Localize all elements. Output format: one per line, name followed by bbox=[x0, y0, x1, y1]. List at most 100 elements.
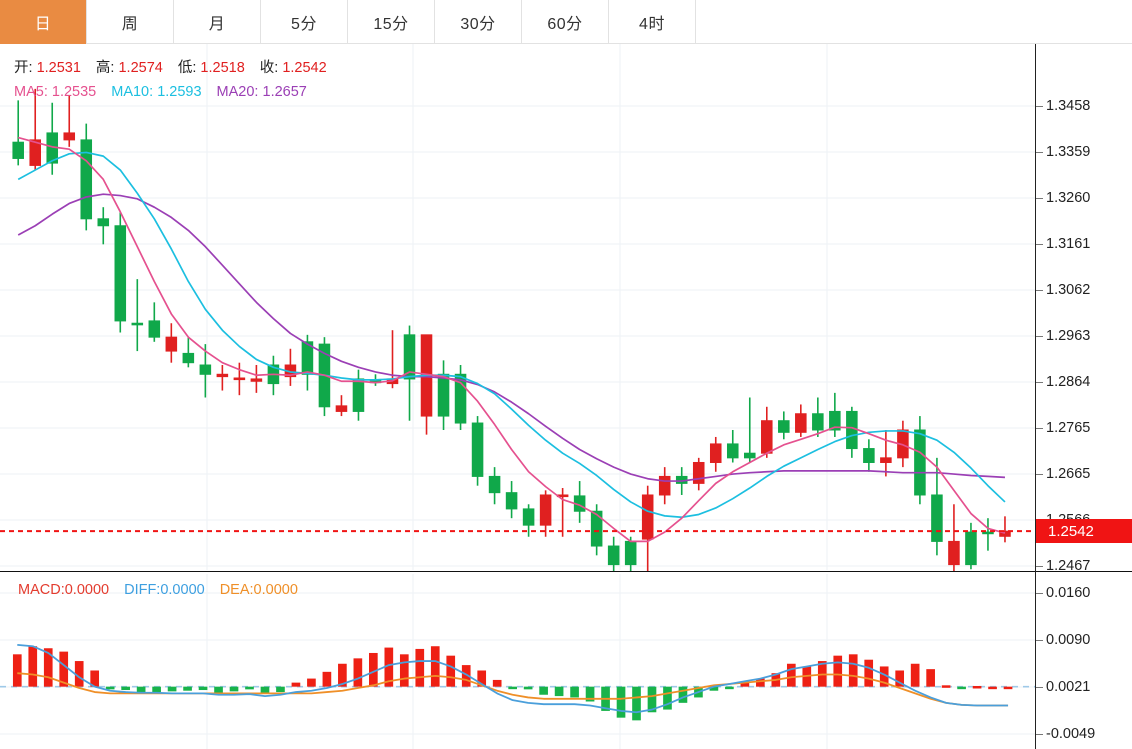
price-axis-tick bbox=[1036, 336, 1043, 337]
macd-bar bbox=[833, 655, 843, 687]
macd-bar bbox=[399, 654, 409, 687]
tab-7[interactable]: 4时 bbox=[609, 0, 696, 44]
tab-label: 4时 bbox=[639, 16, 665, 33]
candle-body bbox=[148, 320, 161, 338]
candle-body bbox=[301, 341, 314, 375]
chart-area: 开: 1.2531 高: 1.2574 低: 1.2518 收: 1.2542 MA5… bbox=[0, 44, 1132, 749]
tab-label: 60分 bbox=[547, 16, 583, 33]
candle-body bbox=[539, 494, 552, 526]
candle-body bbox=[658, 475, 671, 496]
candle-body bbox=[199, 364, 212, 375]
macd-gridlines bbox=[0, 592, 1035, 735]
tab-3[interactable]: 5分 bbox=[261, 0, 348, 44]
candle-body bbox=[641, 494, 654, 540]
macd-bar bbox=[245, 686, 254, 690]
macd-bar bbox=[12, 654, 22, 687]
macd-bar bbox=[276, 686, 285, 693]
macd-bar bbox=[415, 648, 425, 687]
macd-bar bbox=[523, 686, 533, 690]
tab-5[interactable]: 30分 bbox=[435, 0, 522, 44]
price-axis-tick bbox=[1036, 198, 1043, 199]
macd-bar bbox=[90, 670, 100, 687]
macd-bar bbox=[105, 686, 115, 690]
candle-body bbox=[590, 510, 603, 547]
ma10-line bbox=[17, 151, 1006, 519]
candle-body bbox=[692, 461, 705, 484]
candle-body bbox=[829, 410, 841, 431]
candle-body bbox=[863, 448, 875, 463]
candle-body bbox=[165, 336, 178, 352]
macd-bar bbox=[879, 666, 889, 687]
candle-body bbox=[352, 378, 365, 412]
price-axis-label: 1.3161 bbox=[1046, 236, 1091, 252]
candle-body bbox=[182, 352, 195, 364]
candles bbox=[12, 88, 1011, 572]
candle-body bbox=[80, 139, 93, 220]
macd-axis-tick bbox=[1036, 593, 1043, 594]
candle-body bbox=[250, 378, 263, 382]
macd-vgridlines bbox=[206, 574, 828, 749]
macd-bar bbox=[740, 682, 750, 687]
macd-bar bbox=[461, 665, 471, 687]
macd-bar bbox=[198, 686, 208, 691]
tab-label: 15分 bbox=[373, 16, 409, 33]
tab-1[interactable]: 周 bbox=[87, 0, 174, 44]
tab-6[interactable]: 60分 bbox=[522, 0, 609, 44]
tab-4[interactable]: 15分 bbox=[348, 0, 435, 44]
macd-bar bbox=[972, 685, 982, 689]
tab-label: 30分 bbox=[460, 16, 496, 33]
macd-bar bbox=[848, 654, 858, 687]
candle-body bbox=[522, 508, 535, 526]
macd-axis-tick bbox=[1036, 687, 1043, 688]
macd-bar bbox=[43, 648, 53, 687]
candlestick-plot[interactable] bbox=[0, 44, 1132, 572]
price-axis-label: 1.3260 bbox=[1046, 190, 1091, 206]
tab-0[interactable]: 日 bbox=[0, 0, 87, 44]
macd-bar bbox=[492, 679, 502, 687]
macd-bar bbox=[477, 670, 487, 687]
macd-bar bbox=[910, 663, 920, 687]
price-axis-tick bbox=[1036, 152, 1043, 153]
candle-body bbox=[624, 540, 637, 566]
macd-bar bbox=[260, 686, 270, 693]
macd-bar bbox=[864, 659, 874, 687]
macd-axis-label: 0.0090 bbox=[1046, 632, 1091, 648]
macd-bar bbox=[570, 686, 579, 698]
candle-body bbox=[709, 443, 722, 463]
candle-body bbox=[982, 531, 994, 535]
macd-bar bbox=[616, 686, 626, 718]
candle-body bbox=[607, 545, 620, 566]
macd-bar bbox=[647, 686, 657, 713]
ma5-line bbox=[17, 136, 1006, 543]
macd-axis-label: -0.0049 bbox=[1046, 726, 1096, 742]
candle-body bbox=[795, 413, 807, 433]
candle-body bbox=[812, 413, 824, 431]
candle-body bbox=[335, 405, 348, 412]
macd-bar bbox=[926, 669, 935, 687]
candle-body bbox=[97, 218, 110, 227]
macd-bar bbox=[957, 686, 966, 690]
tab-2[interactable]: 月 bbox=[174, 0, 261, 44]
candle-body bbox=[454, 373, 467, 424]
price-axis-label: 1.3359 bbox=[1046, 144, 1091, 160]
candle-body bbox=[965, 531, 977, 566]
candle-body bbox=[488, 475, 501, 494]
macd-bar bbox=[121, 686, 130, 691]
macd-plot[interactable] bbox=[0, 574, 1132, 749]
tabbar-filler bbox=[696, 0, 1132, 43]
macd-axis-tick bbox=[1036, 734, 1043, 735]
macd-bar bbox=[307, 678, 316, 687]
price-axis-label: 1.3458 bbox=[1046, 98, 1091, 114]
macd-bar bbox=[183, 686, 192, 691]
macd-bar bbox=[74, 661, 84, 687]
candle-body bbox=[471, 422, 484, 477]
candle-body bbox=[914, 429, 926, 496]
candle-body bbox=[131, 322, 144, 326]
macd-bar bbox=[508, 686, 517, 690]
price-axis-label: 1.2963 bbox=[1046, 328, 1091, 344]
timeframe-tabbar: 日 周 月 5分 15分 30分 60分 4时 bbox=[0, 0, 1132, 44]
candle-body bbox=[29, 139, 41, 166]
price-axis-tick bbox=[1036, 290, 1043, 291]
current-price-badge: 1.2542 bbox=[1036, 519, 1132, 544]
